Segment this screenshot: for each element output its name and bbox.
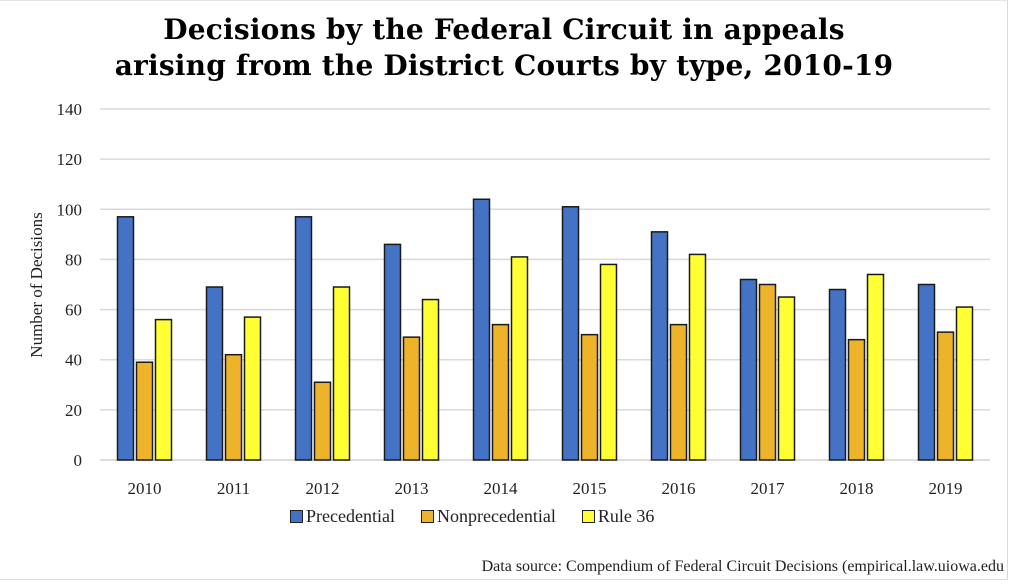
bar-precedential-2012 xyxy=(294,216,313,461)
bar-precedential-2015 xyxy=(561,206,580,461)
bar-precedential-2019 xyxy=(917,283,936,461)
bar-rule-36-2018 xyxy=(866,273,885,461)
bar-precedential-2011 xyxy=(205,286,224,461)
chart-title-line-2: arising from the District Courts by type… xyxy=(114,49,894,82)
bar-nonprecedential-2016 xyxy=(669,323,688,461)
legend-item-precedential: Precedential xyxy=(290,506,395,527)
bar-nonprecedential-2015 xyxy=(580,333,599,461)
bar-nonprecedential-2019 xyxy=(936,331,955,461)
y-tick-label: 80 xyxy=(65,250,82,269)
bars xyxy=(116,198,974,461)
x-tick-label: 2011 xyxy=(217,479,250,498)
bar-precedential-2010 xyxy=(116,216,135,461)
y-tick-label: 100 xyxy=(57,200,83,219)
y-tick-label: 20 xyxy=(65,401,82,420)
legend-swatch-nonprecedential xyxy=(420,510,434,523)
x-tick-label: 2010 xyxy=(128,479,162,498)
bar-nonprecedential-2018 xyxy=(847,338,866,461)
bar-rule-36-2016 xyxy=(688,253,707,461)
bar-rule-36-2010 xyxy=(154,318,173,461)
bar-precedential-2017 xyxy=(739,278,758,461)
bar-nonprecedential-2011 xyxy=(224,353,243,461)
y-tick-label: 120 xyxy=(57,150,83,169)
y-axis-ticks: 0 20 40 60 80 100 120 140 xyxy=(57,100,83,470)
x-tick-label: 2014 xyxy=(484,479,519,498)
chart-title: Decisions by the Federal Circuit in appe… xyxy=(0,12,1008,84)
bar-nonprecedential-2010 xyxy=(135,361,154,461)
bar-precedential-2014 xyxy=(472,198,491,461)
bar-rule-36-2014 xyxy=(510,256,529,461)
bar-rule-36-2013 xyxy=(421,298,440,461)
bar-rule-36-2017 xyxy=(777,296,796,461)
y-axis-label: Number of Decisions xyxy=(27,212,46,357)
legend-swatch-rule-36 xyxy=(581,510,595,523)
legend-item-nonprecedential: Nonprecedential xyxy=(420,506,556,527)
y-tick-label: 60 xyxy=(65,301,82,320)
bar-nonprecedential-2017 xyxy=(758,283,777,461)
x-tick-label: 2012 xyxy=(306,479,340,498)
x-tick-label: 2019 xyxy=(929,479,963,498)
bar-rule-36-2012 xyxy=(332,286,351,461)
bar-rule-36-2019 xyxy=(955,306,974,461)
y-tick-label: 0 xyxy=(74,451,83,470)
bar-precedential-2016 xyxy=(650,231,669,461)
y-tick-label: 140 xyxy=(57,100,83,119)
x-tick-label: 2017 xyxy=(751,479,786,498)
legend-label-rule-36: Rule 36 xyxy=(597,506,655,526)
bar-rule-36-2011 xyxy=(243,316,262,461)
legend-item-rule-36: Rule 36 xyxy=(581,506,655,527)
bar-precedential-2013 xyxy=(383,243,402,461)
chart-title-line-1: Decisions by the Federal Circuit in appe… xyxy=(163,13,845,46)
x-tick-label: 2015 xyxy=(573,479,607,498)
x-tick-label: 2018 xyxy=(840,479,874,498)
bar-nonprecedential-2013 xyxy=(402,336,421,461)
bar-precedential-2018 xyxy=(828,288,847,461)
data-source-note: Data source: Compendium of Federal Circu… xyxy=(481,558,1004,575)
bar-rule-36-2015 xyxy=(599,263,618,461)
chart-frame xyxy=(0,0,1008,580)
bar-nonprecedential-2012 xyxy=(313,381,332,461)
legend-swatch-precedential xyxy=(290,510,303,523)
bar-nonprecedential-2014 xyxy=(491,323,510,461)
legend: Precedential Nonprecedential Rule 36 xyxy=(290,506,654,527)
x-tick-label: 2016 xyxy=(662,479,696,498)
legend-label-precedential: Precedential xyxy=(306,506,395,526)
x-tick-label: 2013 xyxy=(395,479,429,498)
legend-label-nonprecedential: Nonprecedential xyxy=(436,506,556,526)
y-tick-label: 40 xyxy=(65,351,82,370)
x-axis-ticks: 2010 2011 2012 2013 2014 2015 2016 2017 2018 2019 xyxy=(128,479,963,498)
